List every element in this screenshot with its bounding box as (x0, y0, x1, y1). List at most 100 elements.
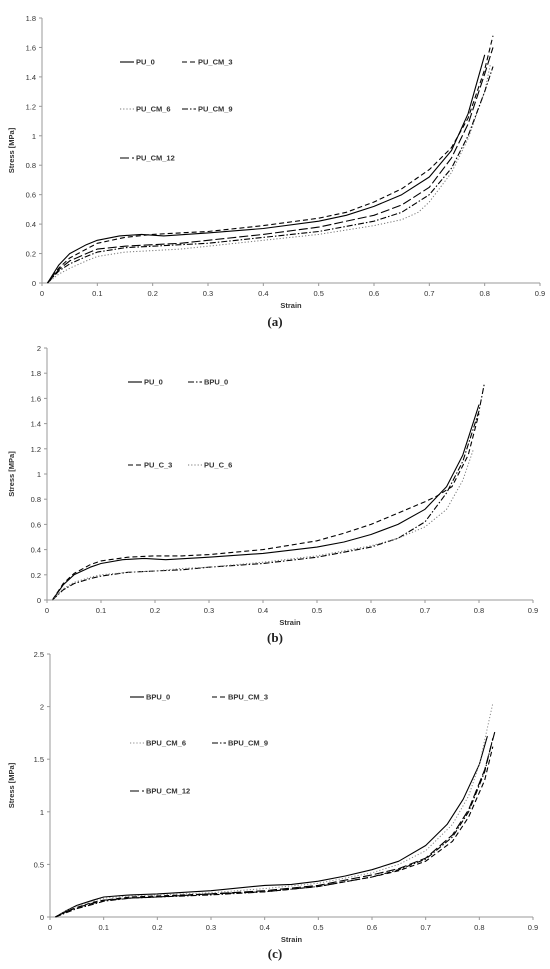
x-tick-label: 0.6 (366, 606, 376, 615)
series-line-pu-0 (51, 404, 480, 601)
series-line-bpu-cm-3 (55, 746, 494, 918)
x-tick-label: 0 (40, 289, 44, 298)
y-tick-label: 1 (32, 132, 36, 141)
y-tick-label: 0.6 (31, 520, 41, 529)
series-line-bpu-cm-9 (55, 738, 494, 918)
series-line-pu-0 (47, 54, 486, 284)
legend-label: PU_C_6 (204, 461, 232, 470)
x-tick-label: 0.8 (479, 289, 489, 298)
x-tick-label: 0.4 (259, 923, 269, 932)
x-tick-label: 0.9 (528, 923, 538, 932)
y-tick-label: 2.5 (34, 650, 44, 659)
y-tick-label: 1 (37, 470, 41, 479)
legend-label: BPU_CM_12 (146, 787, 190, 796)
y-tick-label: 0.2 (31, 571, 41, 580)
y-tick-label: 2 (37, 344, 41, 353)
chart-panel-b: 0 0.2 0.4 0.6 0.8 1 1.2 1.4 1.6 1.8 2 0 0.1 0.2 0.3 0.4… (0, 330, 550, 630)
x-tick-label: 0 (45, 606, 49, 615)
x-tick-label: 0.2 (150, 606, 160, 615)
caption-b: (b) (267, 630, 283, 645)
legend-label: PU_CM_6 (136, 105, 171, 114)
y-tick-label: 1.8 (26, 14, 36, 23)
y-tick-label: 0 (37, 596, 41, 605)
x-tick-label: 0.3 (206, 923, 216, 932)
y-tick-label: 1.8 (31, 369, 41, 378)
legend-label: PU_0 (136, 58, 155, 67)
y-tick-label: 0 (32, 279, 36, 288)
x-tick-label: 0.2 (147, 289, 157, 298)
y-tick-label: 2 (40, 703, 44, 712)
legend-label: BPU_0 (204, 378, 228, 387)
chart-panel-c: 0 0.5 1 1.5 2 2.5 0 0.1 0.2 0.3 0.4 0.5 0.6 0.7 0.8 0.9… (0, 646, 550, 946)
series-line-bpu-0 (55, 735, 488, 918)
legend-label: BPU_CM_3 (228, 693, 268, 702)
x-tick-label: 0.6 (369, 289, 379, 298)
x-tick-label: 0.9 (528, 606, 538, 615)
legend-label: PU_CM_3 (198, 58, 233, 67)
y-tick-label: 0 (40, 913, 44, 922)
y-tick-label: 1.2 (31, 445, 41, 454)
y-tick-label: 1.4 (26, 73, 36, 82)
x-tick-label: 0.6 (367, 923, 377, 932)
y-tick-label: 0.2 (26, 250, 36, 259)
x-tick-label: 0.4 (258, 606, 268, 615)
y-tick-label: 0.4 (26, 220, 36, 229)
x-tick-label: 0.4 (258, 289, 268, 298)
x-tick-label: 0.2 (152, 923, 162, 932)
x-tick-label: 0.3 (204, 606, 214, 615)
series-line-bpu-cm-12 (55, 729, 496, 918)
y-tick-label: 1.4 (31, 420, 41, 429)
chart-panel-a: 0 0.2 0.4 0.6 0.8 1 1.2 1.4 1.6 1.8 0 0.1 0.2 0.3 0.4 0… (0, 0, 550, 312)
legend-label: BPU_CM_6 (146, 739, 186, 748)
x-axis-label: Strain (281, 935, 303, 944)
x-axis-label: Strain (279, 618, 301, 627)
x-tick-label: 0.8 (474, 606, 484, 615)
x-tick-label: 0.1 (98, 923, 108, 932)
y-axis-label: Stress [MPa] (7, 762, 16, 808)
y-tick-label: 1.5 (34, 755, 44, 764)
caption-c: (c) (267, 946, 283, 961)
series-line-bpu-0 (52, 383, 485, 601)
x-tick-label: 0 (48, 923, 52, 932)
x-tick-label: 0.7 (420, 606, 430, 615)
y-tick-label: 1 (40, 808, 44, 817)
y-tick-label: 0.8 (31, 495, 41, 504)
series-line-pu-cm-3 (47, 35, 494, 284)
x-axis-label: Strain (280, 301, 302, 310)
x-tick-label: 0.5 (313, 923, 323, 932)
y-tick-label: 1.6 (31, 394, 41, 403)
legend-label: PU_CM_9 (198, 105, 233, 114)
series-line-bpu-cm-6 (55, 703, 494, 918)
legend-label: PU_0 (144, 378, 163, 387)
x-tick-label: 0.5 (313, 289, 323, 298)
legend-label: PU_CM_12 (136, 154, 175, 163)
series-line-pu-cm-6 (47, 64, 491, 284)
x-tick-label: 0.3 (203, 289, 213, 298)
x-tick-label: 0.1 (96, 606, 106, 615)
stress-strain-chart-a: 0 0.2 0.4 0.6 0.8 1 1.2 1.4 1.6 1.8 0 0.1 0.2 0.3 0.4 0… (7, 14, 545, 310)
legend-label: PU_C_3 (144, 461, 172, 470)
x-tick-label: 0.1 (92, 289, 102, 298)
y-tick-label: 0.5 (34, 860, 44, 869)
y-tick-label: 1.6 (26, 43, 36, 52)
series-line-pu-cm-12 (47, 47, 494, 284)
y-tick-label: 0.8 (26, 161, 36, 170)
series-line-pu-c-3 (51, 413, 480, 601)
x-tick-label: 0.7 (424, 289, 434, 298)
legend-label: BPU_0 (146, 693, 170, 702)
caption-a: (a) (267, 314, 283, 329)
x-tick-label: 0.9 (535, 289, 545, 298)
y-tick-label: 0.4 (31, 546, 41, 555)
x-tick-label: 0.8 (474, 923, 484, 932)
stress-strain-chart-b: 0 0.2 0.4 0.6 0.8 1 1.2 1.4 1.6 1.8 2 0 0.1 0.2 0.3 0.4… (7, 344, 538, 627)
y-axis-label: Stress [MPa] (7, 451, 16, 497)
y-axis-label: Stress [MPa] (7, 127, 16, 173)
x-tick-label: 0.7 (420, 923, 430, 932)
y-tick-label: 0.6 (26, 191, 36, 200)
x-tick-label: 0.5 (312, 606, 322, 615)
series-line-pu-cm-9 (47, 66, 494, 284)
stress-strain-chart-c: 0 0.5 1 1.5 2 2.5 0 0.1 0.2 0.3 0.4 0.5 0.6 0.7 0.8 0.9… (7, 650, 538, 944)
legend-label: BPU_CM_9 (228, 739, 268, 748)
series-line-pu-c-6 (52, 448, 475, 601)
y-tick-label: 1.2 (26, 102, 36, 111)
